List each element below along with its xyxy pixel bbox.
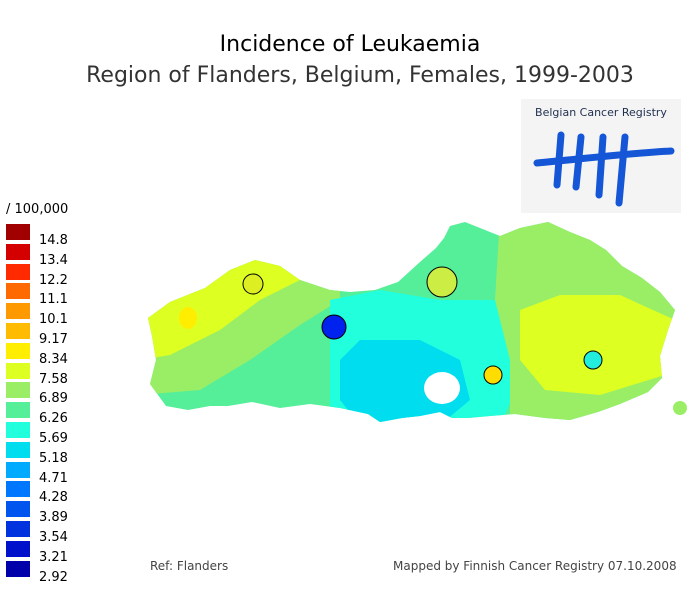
legend-label: 7.58 [39,371,68,387]
legend-swatch [6,461,30,478]
legend-label: 4.28 [39,490,68,506]
legend-swatch [6,560,30,577]
legend-item: 7.58 [6,362,106,387]
legend-label: 9.17 [39,332,68,347]
legend-label: 5.18 [39,450,68,466]
legend-label: 3.54 [39,530,68,545]
legend-item: 14.8 [6,224,106,248]
reference-note: Ref: Flanders [150,559,229,573]
tally-marks-icon [533,131,675,207]
legend-swatch [6,342,30,359]
legend-swatch [6,501,30,518]
legend-label: 13.4 [39,252,68,268]
zone-east-yellow [520,295,675,395]
legend-item: 5.18 [6,441,106,466]
flanders-region [148,222,675,422]
legend-label: 5.69 [39,431,68,446]
legend-item: 4.71 [6,461,106,486]
legend-item: 11.1 [6,283,106,307]
legend-item: 8.34 [6,342,106,367]
circle-marker [483,365,503,385]
legend-label: 6.89 [39,391,68,407]
legend-swatch [6,323,30,339]
legend-label: 3.21 [39,549,68,565]
legend-item: 3.89 [6,501,106,525]
circle-marker [242,273,264,295]
map-title: Incidence of Leukaemia [219,32,481,57]
legend-item: 2.92 [6,560,106,585]
legend-item: 10.1 [6,303,106,327]
legend-swatch [6,540,30,557]
logo-text: Belgian Cancer Registry [535,106,667,119]
legend-label: 4.71 [39,470,68,486]
legend-label: 11.1 [39,292,68,308]
legend-swatch [6,382,30,399]
legend-swatch [6,303,30,320]
legend-label: 6.26 [39,411,68,427]
circle-marker [426,266,458,298]
legend-item: 6.89 [6,382,106,406]
legend-swatch [6,422,30,438]
legend-item: 9.17 [6,323,106,347]
legend-label: 8.34 [39,351,68,367]
legend-item: 6.26 [6,402,106,426]
legend-item: 4.28 [6,481,106,505]
legend-item: 13.4 [6,243,106,268]
legend-item: 5.69 [6,422,106,446]
brussels-gap [424,372,460,404]
legend-label: 14.8 [39,233,68,248]
legend-swatch [6,402,30,419]
map-subtitle: Region of Flanders, Belgium, Females, 19… [86,63,634,88]
legend-item: 3.21 [6,540,106,565]
legend-item: 3.54 [6,521,106,545]
legend-label: 12.2 [39,272,68,288]
legend-label: 3.89 [39,510,68,526]
zone-central-blue [340,340,470,422]
legend-swatch [6,441,30,458]
legend-label: 10.1 [39,312,68,328]
legend-swatch [6,224,30,240]
legend-swatch [6,481,30,498]
legend-swatch [6,521,30,537]
map-fragment [673,401,687,415]
legend-swatch [6,362,30,379]
legend-label: 2.92 [39,569,68,585]
legend-swatch [6,263,30,280]
zone-west-hotspot [179,307,197,329]
legend-item: 12.2 [6,263,106,288]
credit-note: Mapped by Finnish Cancer Registry 07.10.… [393,559,677,573]
circle-marker [583,350,603,370]
circle-marker [321,314,347,340]
legend-swatch [6,243,30,260]
registry-logo: Belgian Cancer Registry [521,99,681,213]
legend-unit: / 100,000 [6,202,69,217]
legend-swatch [6,283,30,300]
